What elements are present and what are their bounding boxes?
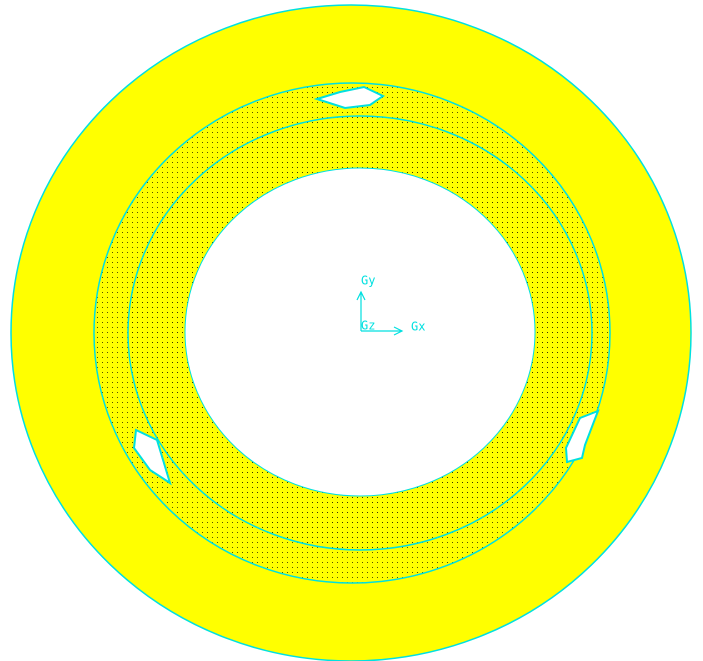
axis-label: Gz	[361, 319, 375, 333]
mesh-view: Gy Gz Gx	[0, 0, 703, 661]
page: Gy Gz Gx (() => { const data = JSON.pars…	[0, 0, 703, 661]
axis-label: Gy	[361, 274, 375, 288]
inner-hole	[185, 168, 535, 496]
axis-label: Gx	[411, 320, 425, 334]
